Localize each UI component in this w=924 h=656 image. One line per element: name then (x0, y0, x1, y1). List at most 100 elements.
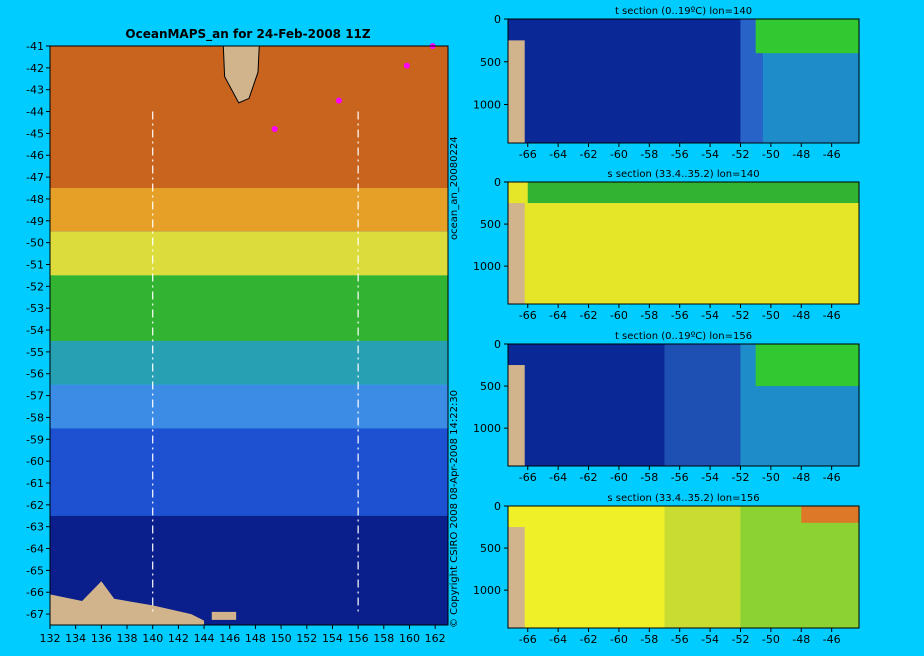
map-x-tick-label: 146 (219, 632, 240, 645)
map-band (50, 384, 448, 429)
section-x-tick-label: -56 (671, 633, 689, 646)
section-slope (508, 40, 525, 143)
section-x-tick-label: -52 (731, 309, 749, 322)
section-x-tick-label: -66 (519, 309, 537, 322)
map-y-tick-label: -46 (26, 149, 44, 162)
map-band (50, 340, 448, 385)
section-x-tick-label: -52 (731, 148, 749, 161)
map-x-tick-label: 134 (65, 632, 86, 645)
section-x-tick-label: -52 (731, 471, 749, 484)
section-title: t section (0..19ºC) lon=140 (615, 6, 752, 17)
section-frame (507, 18, 860, 144)
section-frame (507, 505, 860, 629)
section-x-tick-label: -48 (792, 471, 810, 484)
section-y-tick-label: 500 (480, 542, 501, 555)
section-x-tick-label: -54 (701, 471, 719, 484)
section-band (664, 344, 741, 466)
section-panel-s-140: s section (33.4..35.2) lon=140-66 -64 -62-… (473, 169, 860, 322)
map-x-tick-label: 140 (142, 632, 163, 645)
section-x-tick-label: -50 (762, 309, 780, 322)
map-band (50, 231, 448, 276)
section-surface-layer (755, 19, 859, 54)
section-x-tick-label: -46 (823, 633, 841, 646)
section-slope (508, 527, 525, 628)
map-y-tick-label: -47 (26, 171, 44, 184)
map-y-tick-label: -42 (26, 62, 44, 75)
section-title: s section (33.4..35.2) lon=140 (607, 169, 759, 180)
coastal-ice-patch (211, 611, 237, 620)
section-x-tick-label: -64 (549, 633, 567, 646)
highlight-mark (335, 97, 342, 104)
section-y-tick-label: 1000 (473, 422, 501, 435)
section-frame (507, 181, 860, 305)
map-y-tick-label: -55 (26, 346, 44, 359)
map-band (50, 188, 448, 232)
map-x-tick-label: 132 (40, 632, 61, 645)
section-x-tick-label: -58 (640, 471, 658, 484)
section-surface-layer (755, 344, 859, 387)
section-frame (507, 343, 860, 467)
section-x-tick-label: -60 (610, 633, 628, 646)
section-x-tick-label: -64 (549, 471, 567, 484)
map-x-tick-label: 160 (399, 632, 420, 645)
map-x-tick-label: 150 (271, 632, 292, 645)
map-y-tick-label: -60 (26, 455, 44, 468)
map-y-tick-label: -53 (26, 302, 44, 315)
section-x-tick-label: -62 (580, 633, 598, 646)
section-x-tick-label: -50 (762, 148, 780, 161)
section-x-tick-label: -66 (519, 148, 537, 161)
map-y-tick-label: -64 (26, 543, 44, 556)
section-x-tick-label: -62 (580, 471, 598, 484)
section-x-tick-label: -50 (762, 633, 780, 646)
section-band (508, 344, 665, 466)
map-band (50, 275, 448, 341)
main-title: OceanMAPS_an for 24-Feb-2008 11Z (125, 27, 371, 42)
map-y-tick-label: -43 (26, 84, 44, 97)
map-x-tick-label: 142 (168, 632, 189, 645)
section-y-tick-label: 1000 (473, 99, 501, 112)
section-x-tick-label: -58 (640, 633, 658, 646)
map-y-tick-label: -41 (26, 40, 44, 53)
map-y-tick-label: -66 (26, 586, 44, 599)
map-x-tick-label: 148 (245, 632, 266, 645)
map-band (50, 428, 448, 516)
section-panel-s-156: s section (33.4..35.2) lon=156-66 -64 -62-… (473, 493, 860, 646)
section-x-tick-label: -66 (519, 633, 537, 646)
map-x-tick-label: 152 (296, 632, 317, 645)
section-x-tick-label: -56 (671, 471, 689, 484)
highlight-mark (403, 62, 410, 69)
map-y-tick-label: -63 (26, 521, 44, 534)
section-y-tick-label: 0 (494, 13, 501, 26)
map-y-tick-label: -51 (26, 258, 44, 271)
antarctica-landmass (50, 581, 205, 625)
map-x-tick-label: 154 (322, 632, 343, 645)
section-x-tick-label: -62 (580, 148, 598, 161)
map-x-tick-label: 138 (117, 632, 138, 645)
map-y-tick-label: -49 (26, 215, 44, 228)
section-band (664, 506, 741, 628)
section-x-tick-label: -62 (580, 309, 598, 322)
section-x-tick-label: -60 (610, 148, 628, 161)
map-y-tick-label: -44 (26, 106, 44, 119)
section-x-tick-label: -48 (792, 309, 810, 322)
map-frame (49, 45, 449, 626)
map-y-tick-label: -67 (26, 608, 44, 621)
section-title: t section (0..19ºC) lon=156 (615, 331, 752, 342)
section-x-tick-label: -58 (640, 148, 658, 161)
section-panel-t-156: t section (0..19ºC) lon=156-66 -64 -62 -60-… (473, 331, 860, 484)
map-y-tick-label: -48 (26, 193, 44, 206)
map-y-tick-label: -65 (26, 564, 44, 577)
section-x-tick-label: -60 (610, 309, 628, 322)
map-y-tick-label: -57 (26, 390, 44, 403)
section-x-tick-label: -46 (823, 471, 841, 484)
map-y-tick-label: -59 (26, 433, 44, 446)
section-y-tick-label: 1000 (473, 260, 501, 273)
section-title: s section (33.4..35.2) lon=156 (607, 493, 759, 504)
section-slope (508, 203, 525, 304)
section-band (508, 19, 741, 143)
section-slope (508, 365, 525, 466)
section-surface-layer (527, 182, 859, 204)
section-y-tick-label: 500 (480, 380, 501, 393)
map-x-tick-label: 158 (373, 632, 394, 645)
